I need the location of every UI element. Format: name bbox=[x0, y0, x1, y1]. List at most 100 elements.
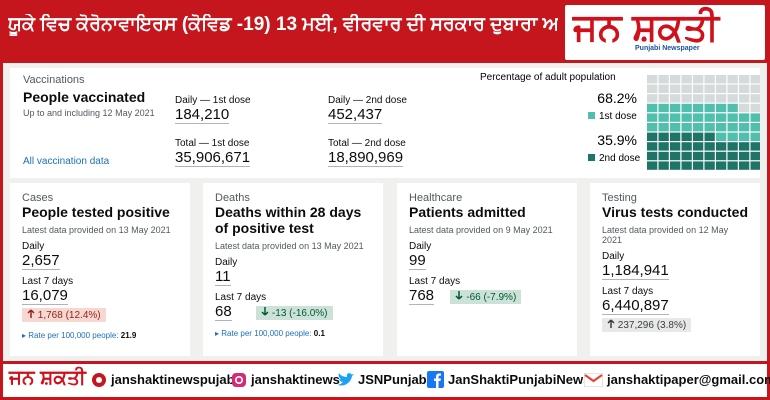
value: 768 bbox=[409, 287, 435, 305]
metric: Total — 1st dose 35,906,671 bbox=[175, 132, 251, 167]
waffle-cell-empty bbox=[647, 84, 658, 93]
waffle-cell bbox=[681, 103, 692, 113]
value: 1,184,941 bbox=[602, 262, 669, 280]
metric-value: 452,437 bbox=[328, 106, 383, 124]
waffle-cell bbox=[681, 151, 692, 161]
web-icon bbox=[92, 373, 106, 387]
legend-swatch bbox=[588, 112, 595, 119]
waffle-cell bbox=[704, 142, 715, 151]
waffle-cell bbox=[693, 161, 704, 170]
waffle-cell bbox=[704, 123, 715, 132]
waffle-cell bbox=[727, 142, 738, 151]
rate[interactable]: ▸ Rate per 100,000 people: 0.1 bbox=[215, 329, 325, 338]
waffle-cell-empty bbox=[658, 75, 669, 84]
waffle-cell-empty bbox=[681, 84, 692, 93]
waffle-cell bbox=[658, 103, 669, 113]
value: 16,079 bbox=[22, 287, 68, 305]
section: Healthcare bbox=[409, 192, 463, 204]
waffle-chart: Percentage of adult population 68.2% 1st … bbox=[480, 72, 760, 170]
waffle-cell bbox=[739, 151, 750, 161]
waffle-cell bbox=[704, 151, 715, 161]
waffle-cell bbox=[716, 123, 727, 132]
waffle-cell-empty bbox=[750, 94, 760, 103]
twitter-icon bbox=[338, 373, 354, 386]
card-title: Virus tests conducted bbox=[602, 204, 749, 220]
waffle-cell bbox=[704, 113, 715, 122]
footer-logo: ਜਨ ਸ਼ਕਤੀ bbox=[9, 367, 86, 389]
date: Latest data provided on 13 May 2021 bbox=[215, 241, 364, 251]
metric: Daily — 1st dose 184,210 bbox=[175, 89, 251, 124]
waffle-cell bbox=[670, 142, 681, 151]
label: Daily bbox=[22, 241, 45, 252]
waffle-cell-empty bbox=[647, 94, 658, 103]
change: 1,768 (12.4%) bbox=[22, 308, 106, 322]
metric-value: 35,906,671 bbox=[175, 149, 251, 167]
footer-item[interactable]: janshaktipaper@gmail.com bbox=[607, 372, 770, 387]
waffle-cell bbox=[681, 142, 692, 151]
footer-item[interactable]: JanShaktiPunjabiNews bbox=[448, 372, 591, 387]
legend-swatch bbox=[588, 154, 595, 161]
date: Up to and including 12 May 2021 bbox=[23, 108, 155, 118]
metric-value: 18,890,969 bbox=[328, 149, 404, 167]
waffle-cell bbox=[750, 132, 760, 141]
waffle-cell bbox=[727, 103, 738, 113]
waffle-cell bbox=[704, 132, 715, 141]
waffle-cell bbox=[716, 142, 727, 151]
waffle-cell-empty bbox=[670, 84, 681, 93]
label: Daily bbox=[409, 241, 432, 252]
stat-card: Testing Virus tests conducted Latest dat… bbox=[590, 183, 760, 356]
waffle-cell bbox=[693, 123, 704, 132]
waffle-cell bbox=[647, 151, 658, 161]
waffle-cell-empty bbox=[693, 84, 704, 93]
waffle-cell-empty bbox=[658, 84, 669, 93]
metric-label: Daily — 1st dose bbox=[175, 95, 251, 106]
date: Latest data provided on 12 May 2021 bbox=[602, 225, 729, 245]
arrow-down bbox=[455, 291, 464, 300]
waffle-cell bbox=[658, 151, 669, 161]
change-value: -13 (-16.0%) bbox=[271, 308, 328, 319]
change-value: 237,296 (3.8%) bbox=[617, 320, 687, 331]
footer-item[interactable]: JSNPunjab bbox=[358, 372, 427, 387]
waffle-cell bbox=[693, 151, 704, 161]
waffle-cell-empty bbox=[704, 84, 715, 93]
footer-item[interactable]: janshaktinews bbox=[251, 372, 340, 387]
waffle-cell bbox=[670, 123, 681, 132]
waffle-cell bbox=[658, 123, 669, 132]
waffle-cell bbox=[681, 113, 692, 122]
waffle-cell-empty bbox=[681, 75, 692, 84]
gmail-icon bbox=[584, 373, 603, 387]
waffle-cell bbox=[658, 142, 669, 151]
footer: ਜਨ ਸ਼ਕਤੀ janshaktinewspujab janshaktinew… bbox=[3, 364, 770, 397]
label: Last 7 days bbox=[215, 292, 267, 303]
waffle-cell-empty bbox=[739, 84, 750, 93]
value-label: 68.2% bbox=[597, 90, 637, 106]
waffle-cell bbox=[647, 161, 658, 170]
metric: Daily — 2nd dose 452,437 bbox=[328, 89, 407, 124]
waffle-cell bbox=[658, 161, 669, 170]
label: Last 7 days bbox=[602, 286, 654, 297]
waffle-cell-empty bbox=[739, 75, 750, 84]
waffle-cell-empty bbox=[716, 75, 727, 84]
link[interactable]: All vaccination data bbox=[23, 156, 110, 167]
footer-item[interactable]: janshaktinewspujab bbox=[111, 372, 235, 387]
value: 6,440,897 bbox=[602, 297, 669, 315]
metric-value: 184,210 bbox=[175, 106, 230, 124]
waffle-cell bbox=[716, 113, 727, 122]
waffle-cell bbox=[647, 123, 658, 132]
waffle-cell-empty bbox=[739, 103, 750, 113]
waffle-cell bbox=[704, 161, 715, 170]
logo-subtitle: Punjabi Newspaper bbox=[635, 45, 700, 52]
rate[interactable]: ▸ Rate per 100,000 people: 21.9 bbox=[22, 331, 137, 340]
waffle-cell-empty bbox=[693, 75, 704, 84]
waffle-cell-empty bbox=[681, 94, 692, 103]
section: Cases bbox=[22, 192, 54, 204]
waffle-cell bbox=[658, 113, 669, 122]
waffle-cell bbox=[716, 103, 727, 113]
waffle-cell bbox=[704, 103, 715, 113]
waffle-cell bbox=[727, 132, 738, 141]
value: 68 bbox=[215, 303, 232, 321]
date: Latest data provided on 13 May 2021 bbox=[22, 225, 171, 235]
instagram-icon bbox=[232, 373, 246, 387]
stat-card: Deaths Deaths within 28 days of positive… bbox=[203, 183, 383, 356]
